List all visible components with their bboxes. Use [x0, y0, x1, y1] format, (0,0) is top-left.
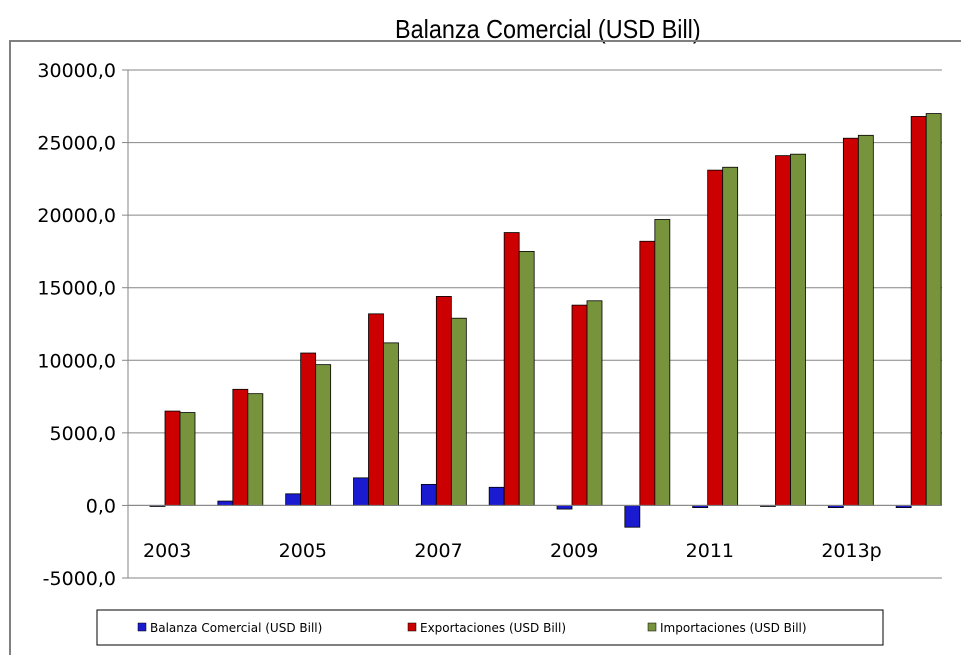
bar-balanza-2010	[624, 505, 641, 528]
bar-exportaciones-2003	[164, 410, 181, 506]
y-tick-label: 15000,0	[37, 278, 116, 300]
bar-balanza-2009	[556, 505, 573, 510]
bar-balanza-2005	[285, 493, 302, 506]
legend-swatch	[407, 622, 417, 632]
bar-importaciones-2011	[722, 166, 739, 506]
bar-exportaciones-2007	[435, 296, 452, 506]
legend-swatch	[137, 622, 147, 632]
x-tick-label: 2007	[414, 540, 462, 562]
legend-label: Importaciones (USD Bill)	[660, 621, 807, 635]
y-tick-label: 0,0	[86, 495, 116, 517]
bar-importaciones-2005	[315, 364, 332, 506]
y-tick-label: 10000,0	[37, 350, 116, 372]
y-axis: 30000,0 25000,0 20000,0 15000,0 10000,0 5000,…	[37, 60, 129, 590]
bar-importaciones-2013p	[857, 134, 874, 506]
bar-importaciones-2007	[450, 317, 467, 506]
bar-importaciones-2006	[383, 342, 399, 506]
x-tick-label: 2009	[550, 540, 598, 562]
x-tick-label: 2003	[143, 540, 191, 562]
bar-exportaciones-2014	[910, 116, 927, 506]
legend: Balanza Comercial (USD Bill) Exportacione…	[96, 609, 884, 646]
bar-importaciones-2012	[790, 153, 806, 506]
legend-box	[96, 609, 884, 646]
bar-balanza-2008	[488, 486, 505, 506]
x-tick-label: 2013p	[821, 540, 881, 562]
bar-exportaciones-2006	[368, 313, 384, 506]
bars	[128, 113, 942, 528]
y-tick-label: 30000,0	[37, 60, 116, 82]
bar-exportaciones-2004	[232, 388, 249, 506]
x-tick-label: 2011	[686, 540, 734, 562]
bar-importaciones-2010	[654, 219, 671, 506]
bar-exportaciones-2008	[503, 232, 520, 506]
y-tick-label: 5000,0	[50, 423, 116, 445]
bar-exportaciones-2013p	[842, 137, 859, 506]
bar-importaciones-2004	[247, 393, 264, 506]
y-tick-label: 20000,0	[37, 205, 116, 227]
bar-importaciones-2009	[586, 300, 603, 506]
bar-exportaciones-2012	[775, 155, 791, 506]
legend-label: Balanza Comercial (USD Bill)	[150, 621, 322, 635]
x-axis-labels: 2003 2005 2007 2009 2011 2013p	[143, 540, 882, 562]
bar-exportaciones-2009	[571, 304, 588, 506]
y-tick-label: 25000,0	[37, 133, 116, 155]
y-tick-label: -5000,0	[43, 568, 116, 590]
bar-exportaciones-2005	[300, 352, 317, 506]
x-tick-label: 2005	[279, 540, 327, 562]
chart-title: Balanza Comercial (USD Bill)	[395, 14, 701, 44]
bar-balanza-2006	[353, 477, 369, 506]
bar-importaciones-2003	[179, 412, 196, 506]
chart-frame	[9, 40, 961, 655]
bar-importaciones-2014	[925, 113, 942, 506]
legend-label: Exportaciones (USD Bill)	[420, 621, 566, 635]
legend-swatch	[647, 622, 657, 632]
bar-exportaciones-2011	[707, 169, 724, 506]
bar-balanza-2004	[217, 500, 234, 506]
bar-importaciones-2008	[518, 251, 535, 506]
bar-exportaciones-2010	[639, 240, 656, 506]
bar-balanza-2007	[420, 483, 437, 506]
